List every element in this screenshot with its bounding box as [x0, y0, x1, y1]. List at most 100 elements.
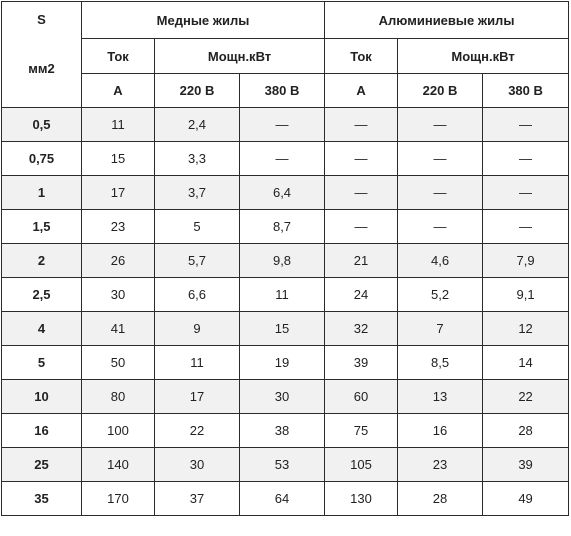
cable-section-table: S мм2 Медные жилы Алюминиевые жилы Ток М…	[1, 1, 570, 516]
copper-380v-cell: 38	[238, 413, 326, 448]
aluminum-380v-cell: 12	[482, 311, 570, 346]
copper-220v-cell: 17	[154, 379, 240, 414]
table-row: 1 17 3,7 6,4— — —	[1, 175, 570, 210]
table-row: 4 41 9 15 32 7 12	[1, 311, 570, 346]
table-row: 1,5 23 5 8,7— — —	[1, 209, 570, 244]
copper-current-cell: 140	[81, 447, 155, 482]
table-row: 2 26 5,7 9,8 21 4,6 7,9	[1, 243, 570, 278]
size-cell: 2	[1, 243, 82, 278]
copper-current-cell: 30	[81, 277, 155, 312]
copper-current-cell: 11	[81, 107, 155, 142]
copper-380v-cell: 64	[238, 481, 326, 516]
copper-380v-cell: 8,7	[238, 209, 326, 244]
aluminum-220v-cell: —	[397, 107, 484, 142]
copper-220v-cell: 30	[154, 447, 240, 482]
copper-current-cell: 100	[81, 413, 155, 448]
copper-220v-cell: 6,6	[154, 277, 240, 312]
aluminum-current-cell: 130	[324, 481, 399, 516]
aluminum-current-cell: 24	[324, 277, 399, 312]
size-label: S	[37, 12, 46, 27]
aluminum-380v-cell: 9,1	[482, 277, 570, 312]
aluminum-220v-cell: 5,2	[397, 277, 484, 312]
copper-header: Медные жилы	[80, 1, 326, 39]
copper-380v-cell: 11	[238, 277, 326, 312]
copper-380v-cell: —	[238, 107, 326, 142]
aluminum-220v-cell: 8,5	[397, 345, 484, 380]
copper-current-cell: 80	[81, 379, 155, 414]
table-row: 5 50 11 19 39 8,5 14	[1, 345, 570, 380]
copper-380v-cell: 53	[238, 447, 326, 482]
aluminum-current-cell: 32	[324, 311, 399, 346]
aluminum-current-unit: A	[324, 73, 399, 108]
aluminum-380v-cell: 49	[482, 481, 570, 516]
copper-current-cell: 17	[81, 175, 155, 210]
copper-380v-cell: 6,4	[238, 175, 326, 210]
table-row: 25 140 30 53 105 23 39	[1, 447, 570, 482]
aluminum-220v-cell: 28	[397, 481, 484, 516]
copper-380v-cell: 19	[238, 345, 326, 380]
size-cell: 2,5	[1, 277, 82, 312]
aluminum-380v-header: 380 В	[482, 73, 570, 108]
size-cell: 16	[1, 413, 82, 448]
aluminum-header: Алюминиевые жилы	[324, 1, 570, 39]
aluminum-current-cell: —	[324, 175, 399, 210]
aluminum-380v-cell: 14	[482, 345, 570, 380]
copper-current-unit: A	[81, 73, 155, 108]
copper-current-header: Ток	[81, 38, 155, 74]
copper-220v-cell: 11	[154, 345, 240, 380]
aluminum-380v-cell: 28	[482, 413, 570, 448]
aluminum-380v-cell: 7,9	[482, 243, 570, 278]
aluminum-220v-cell: 16	[397, 413, 484, 448]
aluminum-380v-cell: 39	[482, 447, 570, 482]
size-cell: 25	[1, 447, 82, 482]
size-cell: 1	[1, 175, 82, 210]
aluminum-220v-cell: —	[397, 209, 484, 244]
aluminum-current-cell: 60	[324, 379, 399, 414]
aluminum-380v-cell: 22	[482, 379, 570, 414]
copper-220v-cell: 5,7	[154, 243, 240, 278]
aluminum-current-cell: —	[324, 107, 399, 142]
copper-220v-cell: 37	[154, 481, 240, 516]
table-row: 10 80 17 30 60 13 22	[1, 379, 570, 414]
size-cell: 4	[1, 311, 82, 346]
copper-220v-cell: 5	[154, 209, 240, 244]
table-row: 0,75 15 3,3— — — —	[1, 141, 570, 176]
copper-220v-cell: 3,7	[154, 175, 240, 210]
size-cell: 10	[1, 379, 82, 414]
copper-220v-header: 220 В	[154, 73, 240, 108]
copper-220v-cell: 9	[154, 311, 240, 346]
aluminum-220v-cell: 7	[397, 311, 484, 346]
table-body: 0,5 11 2,4— — — —0,75 15 3,3— — — —1 17 3,7 6,4— — —1,5…	[1, 107, 570, 516]
copper-current-cell: 26	[81, 243, 155, 278]
aluminum-220v-cell: —	[397, 175, 484, 210]
size-cell: 1,5	[1, 209, 82, 244]
aluminum-380v-cell: —	[482, 107, 570, 142]
aluminum-220v-cell: —	[397, 141, 484, 176]
aluminum-power-header: Мощн.кВт	[397, 38, 570, 74]
copper-380v-cell: 9,8	[238, 243, 326, 278]
aluminum-current-cell: 105	[324, 447, 399, 482]
copper-power-header: Мощн.кВт	[153, 38, 326, 74]
table-row: 35 170 37 64 130 28 49	[1, 481, 570, 516]
aluminum-current-cell: 39	[324, 345, 399, 380]
size-unit-label: мм2	[28, 61, 55, 76]
aluminum-current-header: Ток	[324, 38, 399, 74]
aluminum-220v-header: 220 В	[397, 73, 484, 108]
copper-current-cell: 15	[81, 141, 155, 176]
table-row: 2,5 30 6,6 11 24 5,2 9,1	[1, 277, 570, 312]
copper-current-cell: 50	[81, 345, 155, 380]
aluminum-current-cell: —	[324, 141, 399, 176]
copper-380v-cell: 15	[238, 311, 326, 346]
copper-380v-header: 380 В	[238, 73, 326, 108]
size-cell: 0,5	[1, 107, 82, 142]
aluminum-220v-cell: 13	[397, 379, 484, 414]
table-row: 16 100 22 38 75 16 28	[1, 413, 570, 448]
size-cell: 35	[1, 481, 82, 516]
aluminum-current-cell: —	[324, 209, 399, 244]
size-header: S мм2	[1, 1, 82, 108]
aluminum-380v-cell: —	[482, 209, 570, 244]
copper-220v-cell: 22	[154, 413, 240, 448]
aluminum-220v-cell: 4,6	[397, 243, 484, 278]
copper-380v-cell: —	[238, 141, 326, 176]
aluminum-220v-cell: 23	[397, 447, 484, 482]
